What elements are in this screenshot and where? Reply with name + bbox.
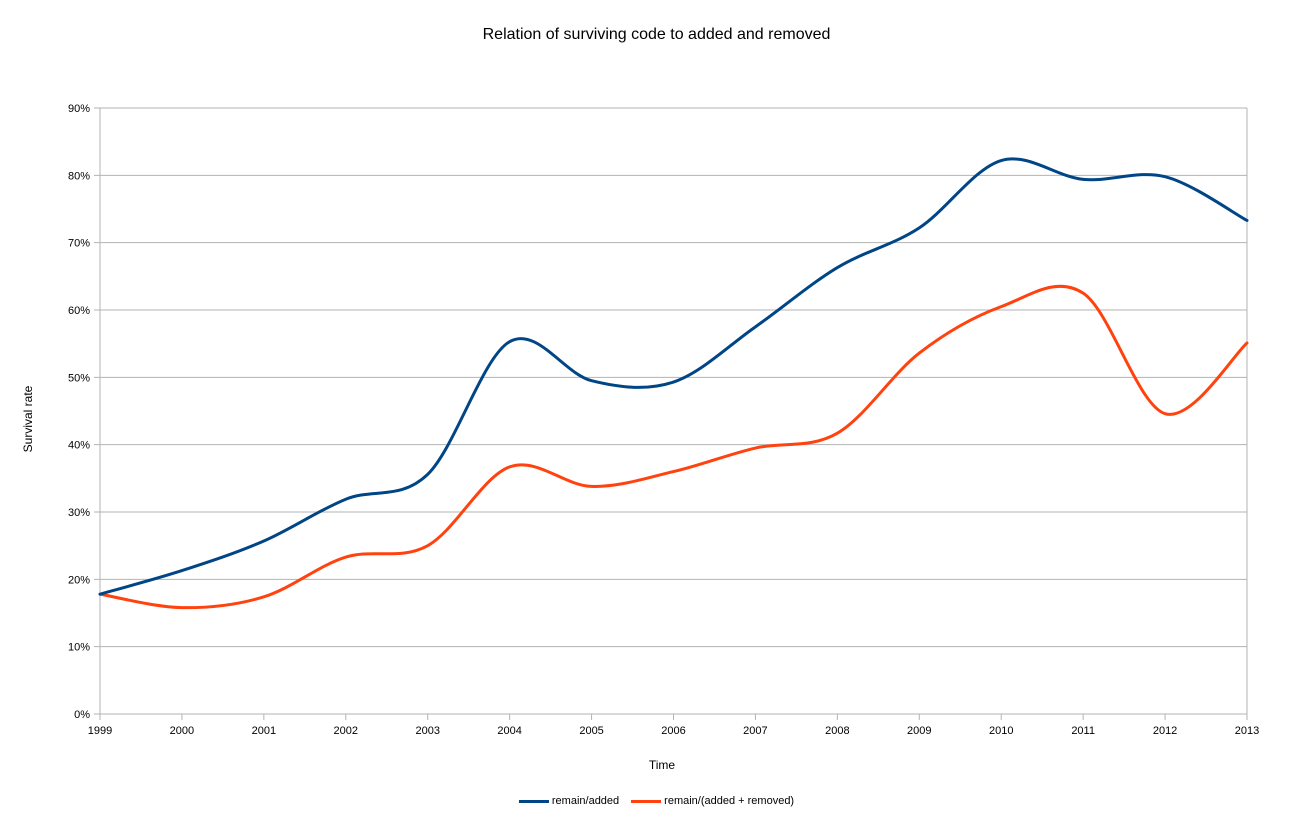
x-tick-label: 2008: [825, 725, 849, 737]
x-tick-label: 2013: [1235, 725, 1259, 737]
legend-swatch-remain-added: [518, 799, 549, 803]
y-tick-label: 20%: [68, 574, 90, 586]
chart-title: Relation of surviving code to added and …: [482, 26, 831, 43]
legend-item-remain-added: remain/added: [518, 795, 620, 807]
y-tick-label: 90%: [68, 103, 90, 115]
x-tick-label: 2009: [907, 725, 931, 737]
x-tick-label: 2002: [334, 725, 358, 737]
y-tick-label: 70%: [68, 238, 90, 250]
x-tick-label: 2006: [661, 725, 685, 737]
series-line-remain-added-removed-: [98, 284, 1249, 610]
legend: remain/added remain/(added + removed): [0, 795, 1313, 807]
x-tick-label: 2011: [1071, 725, 1095, 737]
y-tick-label: 60%: [68, 305, 90, 317]
x-tick-labels: 1999 2000 2001 2002 2003 2004 2005 2006 2007 2008…: [88, 725, 1259, 737]
x-tick-label: 2005: [579, 725, 603, 737]
legend-item-remain-added-removed: remain/(added + removed): [631, 795, 794, 807]
x-tick-label: 1999: [88, 725, 112, 737]
x-tick-label: 2012: [1153, 725, 1177, 737]
y-tick-label: 80%: [68, 170, 90, 182]
gridlines: [94, 107, 1247, 715]
axes: [99, 108, 1248, 720]
series-lines: [98, 157, 1249, 610]
legend-label-remain-added-removed: remain/(added + removed): [664, 795, 795, 807]
x-tick-label: 2004: [497, 725, 521, 737]
x-axis-label: Time: [648, 758, 676, 772]
x-tick-label: 2000: [170, 725, 194, 737]
legend-swatch-remain-added-removed: [631, 799, 662, 803]
y-axis-label: Survival rate: [21, 385, 35, 453]
legend-label-remain-added: remain/added: [551, 795, 620, 807]
x-tick-label: 2001: [252, 725, 276, 737]
y-tick-label: 0%: [74, 709, 90, 721]
y-tick-label: 30%: [68, 507, 90, 519]
y-tick-label: 40%: [68, 440, 90, 452]
x-tick-label: 2010: [989, 725, 1013, 737]
series-line-remain-added: [98, 157, 1249, 596]
y-tick-label: 10%: [68, 642, 90, 654]
y-tick-labels: 0% 10% 20% 30% 40% 50% 60% 70% 80% 90%: [68, 103, 90, 721]
y-tick-label: 50%: [68, 372, 90, 384]
x-tick-label: 2007: [743, 725, 767, 737]
x-tick-label: 2003: [415, 725, 439, 737]
